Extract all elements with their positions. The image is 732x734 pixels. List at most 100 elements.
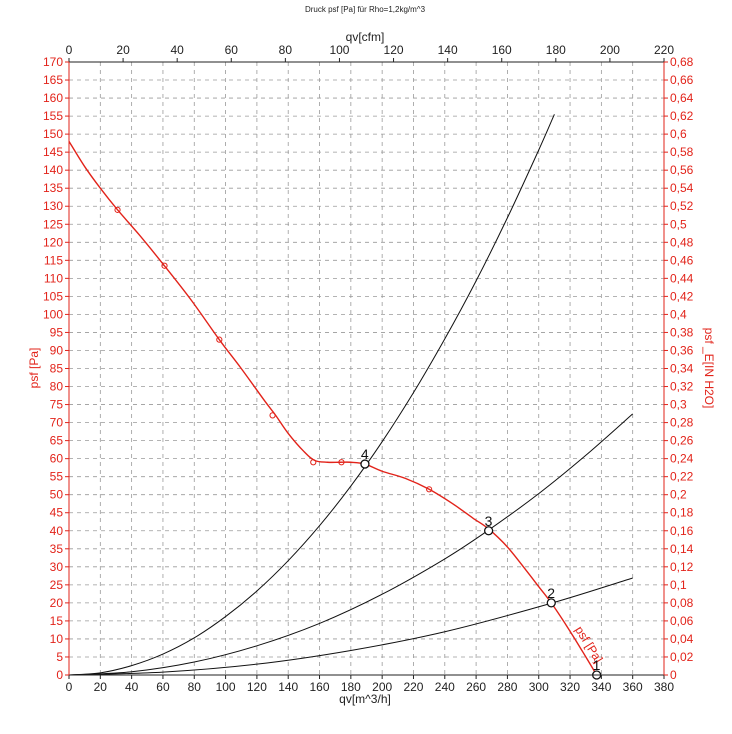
y-tick-label: 115 xyxy=(44,253,63,267)
y2-tick-label: 0,58 xyxy=(670,145,694,159)
y2-tick-label: 0,18 xyxy=(670,506,694,520)
y2-tick-label: 0,38 xyxy=(670,325,694,339)
y2-tick-label: 0,06 xyxy=(670,614,694,628)
y-tick-label: 15 xyxy=(50,614,64,628)
x-tick-label: 240 xyxy=(435,680,455,694)
y-tick-label: 140 xyxy=(43,163,63,177)
x2-tick-label: 80 xyxy=(279,43,293,57)
x-tick-label: 20 xyxy=(94,680,108,694)
y-tick-label: 95 xyxy=(50,325,64,339)
x-tick-label: 280 xyxy=(497,680,517,694)
x2-tick-label: 200 xyxy=(600,43,620,57)
fan-curve-label: psf [Pa] xyxy=(572,624,605,666)
y-tick-label: 5 xyxy=(56,650,63,664)
x2-tick-label: 60 xyxy=(225,43,239,57)
operating-point-label-4: 4 xyxy=(361,446,369,462)
x2-tick-label: 0 xyxy=(66,43,73,57)
y-tick-label: 70 xyxy=(50,416,64,430)
fan-curve-marker xyxy=(426,486,433,493)
x-tick-label: 60 xyxy=(156,680,170,694)
x-tick-label: 40 xyxy=(125,680,139,694)
x2-tick-label: 100 xyxy=(329,43,349,57)
y2-tick-label: 0,28 xyxy=(670,416,694,430)
y-tick-label: 75 xyxy=(50,398,64,412)
y-tick-label: 135 xyxy=(43,181,63,195)
x2-tick-label: 160 xyxy=(492,43,512,57)
x-tick-label: 300 xyxy=(529,680,549,694)
x2-tick-label: 120 xyxy=(384,43,404,57)
x-tick-label: 140 xyxy=(278,680,298,694)
y2-tick-label: 0,48 xyxy=(670,235,694,249)
operating-point-4 xyxy=(360,459,370,469)
y-tick-label: 20 xyxy=(50,596,64,610)
y2-tick-label: 0,22 xyxy=(670,470,694,484)
y-tick-label: 105 xyxy=(43,289,63,303)
x-tick-label: 160 xyxy=(310,680,330,694)
y2-tick-label: 0,42 xyxy=(670,289,694,303)
chart-title: Druck psf [Pa] für Rho=1,2kg/m^3 xyxy=(305,5,426,14)
operating-point-label-3: 3 xyxy=(485,513,493,529)
system-curve xyxy=(68,413,634,676)
x-tick-label: 120 xyxy=(247,680,267,694)
top-axis-label: qv[cfm] xyxy=(346,30,385,44)
grid xyxy=(69,62,664,675)
y-tick-label: 145 xyxy=(43,145,63,159)
fan-curve-marker xyxy=(338,459,345,466)
operating-point-label-2: 2 xyxy=(547,585,555,601)
x-tick-label: 100 xyxy=(216,680,236,694)
right-axis-label: psf _E[IN H2O] xyxy=(702,328,716,409)
x-tick-label: 80 xyxy=(188,680,202,694)
left-axis-label: psf [Pa] xyxy=(27,348,41,389)
y2-tick-label: 0,32 xyxy=(670,380,694,394)
y2-tick-label: 0,16 xyxy=(670,524,694,538)
y-tick-label: 90 xyxy=(50,343,64,357)
y-tick-label: 55 xyxy=(50,470,64,484)
y2-tick-label: 0,02 xyxy=(670,650,694,664)
x-tick-label: 0 xyxy=(66,680,73,694)
y2-tick-label: 0,62 xyxy=(670,109,694,123)
y-tick-label: 40 xyxy=(50,524,64,538)
x-tick-label: 320 xyxy=(560,680,580,694)
y2-tick-label: 0,36 xyxy=(670,343,694,357)
y2-tick-label: 0 xyxy=(670,668,677,682)
y-tick-label: 30 xyxy=(50,560,64,574)
y-tick-label: 130 xyxy=(43,199,63,213)
y2-tick-label: 0,26 xyxy=(670,434,694,448)
fan-curve-marker xyxy=(114,206,121,213)
y-tick-label: 160 xyxy=(43,91,63,105)
y2-tick-label: 0,24 xyxy=(670,452,694,466)
y2-tick-label: 0,6 xyxy=(670,127,687,141)
y2-tick-label: 0,44 xyxy=(670,271,694,285)
y-tick-label: 100 xyxy=(43,307,63,321)
fan-curve-marker xyxy=(216,336,223,343)
x-tick-label: 220 xyxy=(403,680,423,694)
y-tick-label: 85 xyxy=(50,362,64,376)
bottom-axis-label: qv[m^3/h] xyxy=(339,692,391,706)
y-tick-label: 45 xyxy=(50,506,64,520)
x2-tick-label: 40 xyxy=(171,43,185,57)
y-tick-label: 150 xyxy=(43,127,63,141)
system-curve xyxy=(68,114,555,676)
y-tick-label: 165 xyxy=(43,73,63,87)
y2-tick-label: 0,46 xyxy=(670,253,694,267)
x2-tick-label: 220 xyxy=(654,43,674,57)
operating-point-label-1: 1 xyxy=(593,657,601,673)
x2-tick-label: 20 xyxy=(116,43,130,57)
x2-tick-label: 180 xyxy=(546,43,566,57)
y-tick-label: 0 xyxy=(56,668,63,682)
x-tick-label: 380 xyxy=(654,680,674,694)
y-tick-label: 60 xyxy=(50,452,64,466)
y2-tick-label: 0,34 xyxy=(670,362,694,376)
operating-point-2 xyxy=(546,598,556,608)
x-tick-label: 260 xyxy=(466,680,486,694)
y2-tick-label: 0,52 xyxy=(670,199,694,213)
y2-tick-label: 0,04 xyxy=(670,632,694,646)
operating-point-3 xyxy=(483,526,494,536)
y2-tick-label: 0,3 xyxy=(670,398,687,412)
y-tick-label: 35 xyxy=(50,542,64,556)
fan-curve xyxy=(68,140,598,676)
y2-tick-label: 0,12 xyxy=(670,560,694,574)
y-tick-label: 25 xyxy=(50,578,64,592)
y-tick-label: 10 xyxy=(50,632,64,646)
y-tick-label: 120 xyxy=(43,235,63,249)
